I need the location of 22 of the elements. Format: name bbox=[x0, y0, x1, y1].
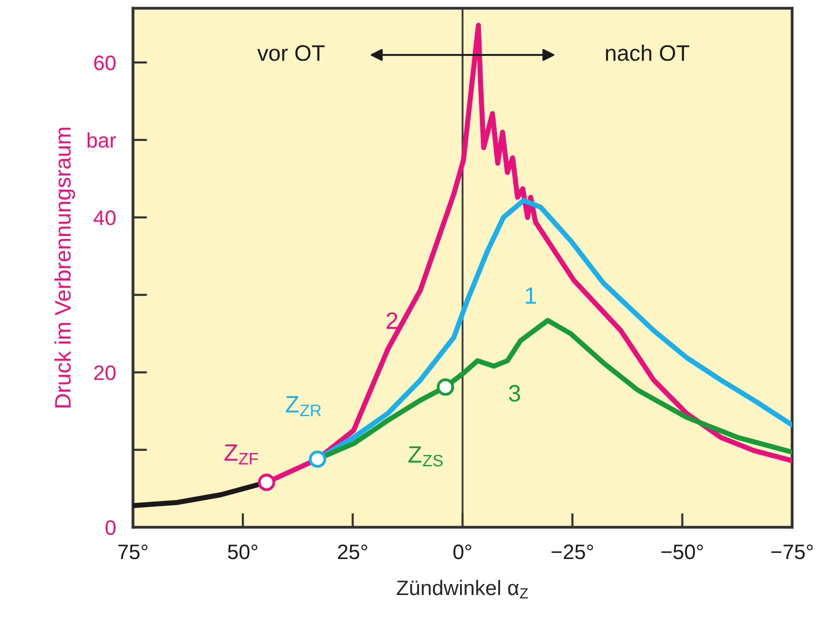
annotation: vor OT bbox=[257, 45, 325, 61]
x-tick-label: −75° bbox=[771, 544, 813, 560]
x-tick-label: 75° bbox=[118, 544, 148, 560]
y-tick-label: 40 bbox=[94, 210, 116, 226]
x-axis-title: Zündwinkel α$_{Z}$ bbox=[396, 580, 528, 598]
y-tick-label: 0 bbox=[106, 520, 116, 536]
x-tick-label: 50° bbox=[228, 544, 258, 560]
y-tick-label: bar bbox=[88, 132, 116, 148]
annotation: Z$_{ZF}$ bbox=[224, 444, 258, 464]
series-label: 3 bbox=[508, 384, 520, 402]
annotation: nach OT bbox=[606, 44, 690, 61]
y-tick-label: 20 bbox=[94, 365, 116, 380]
y-axis-title: Druck im Verbrennungsraum bbox=[54, 128, 76, 408]
series-label: 2 bbox=[386, 312, 398, 329]
text: 1 bbox=[526, 287, 536, 304]
x-tick-label: −25° bbox=[552, 544, 594, 560]
x-tick-label: 25° bbox=[338, 544, 368, 560]
x-tick-label: −50° bbox=[661, 544, 703, 560]
y-tick-label: 60 bbox=[94, 55, 116, 70]
annotation: Z$_{ZR}$ bbox=[286, 396, 321, 416]
annotation: Z$_{ZS}$ bbox=[408, 446, 443, 466]
x-tick-label: 0° bbox=[453, 544, 472, 560]
